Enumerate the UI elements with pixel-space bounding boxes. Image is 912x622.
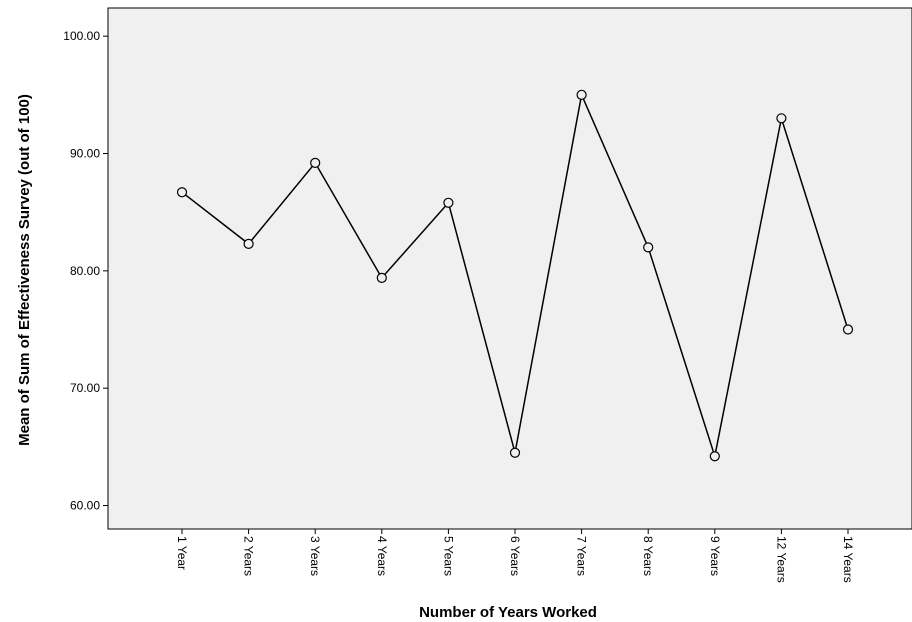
data-point bbox=[576, 89, 587, 100]
data-point bbox=[643, 242, 654, 253]
y-tick-label: 80.00 bbox=[70, 264, 100, 278]
data-markers bbox=[176, 89, 854, 462]
data-point bbox=[176, 187, 188, 198]
y-tick-label: 60.00 bbox=[70, 499, 100, 513]
y-tick-label: 90.00 bbox=[70, 147, 100, 161]
x-tick-label: 8 Years bbox=[641, 536, 655, 576]
data-point bbox=[243, 238, 254, 249]
x-tick-label: 3 Years bbox=[308, 536, 322, 576]
y-axis: 60.00 70.00 80.00 90.00 100.00 bbox=[63, 29, 108, 513]
y-tick-label: 100.00 bbox=[63, 29, 100, 43]
data-point bbox=[310, 157, 321, 168]
data-point bbox=[443, 197, 454, 208]
x-axis-title: Number of Years Worked bbox=[419, 604, 597, 621]
y-axis-title: Mean of Sum of Effectiveness Survey (out… bbox=[16, 94, 33, 446]
x-axis: 1 Year 2 Years 3 Years 4 Years 5 Years 6 Year… bbox=[175, 529, 855, 583]
data-point bbox=[509, 447, 521, 458]
data-point bbox=[776, 113, 787, 124]
y-tick-label: 70.00 bbox=[70, 381, 100, 395]
x-tick-label: 7 Years bbox=[575, 536, 589, 576]
data-point bbox=[709, 451, 720, 462]
plot-area bbox=[107, 7, 912, 530]
x-tick-label: 5 Years bbox=[441, 536, 455, 576]
x-tick-label: 14 Years bbox=[841, 536, 855, 583]
x-tick-label: 6 Years bbox=[508, 536, 522, 576]
data-point bbox=[376, 272, 387, 283]
x-tick-label: 12 Years bbox=[774, 536, 788, 583]
data-point bbox=[842, 324, 854, 335]
x-tick-label: 1 Year bbox=[175, 536, 189, 570]
x-tick-label: 4 Years bbox=[375, 536, 389, 576]
x-tick-label: 9 Years bbox=[708, 536, 722, 576]
x-tick-label: 2 Years bbox=[242, 536, 256, 576]
